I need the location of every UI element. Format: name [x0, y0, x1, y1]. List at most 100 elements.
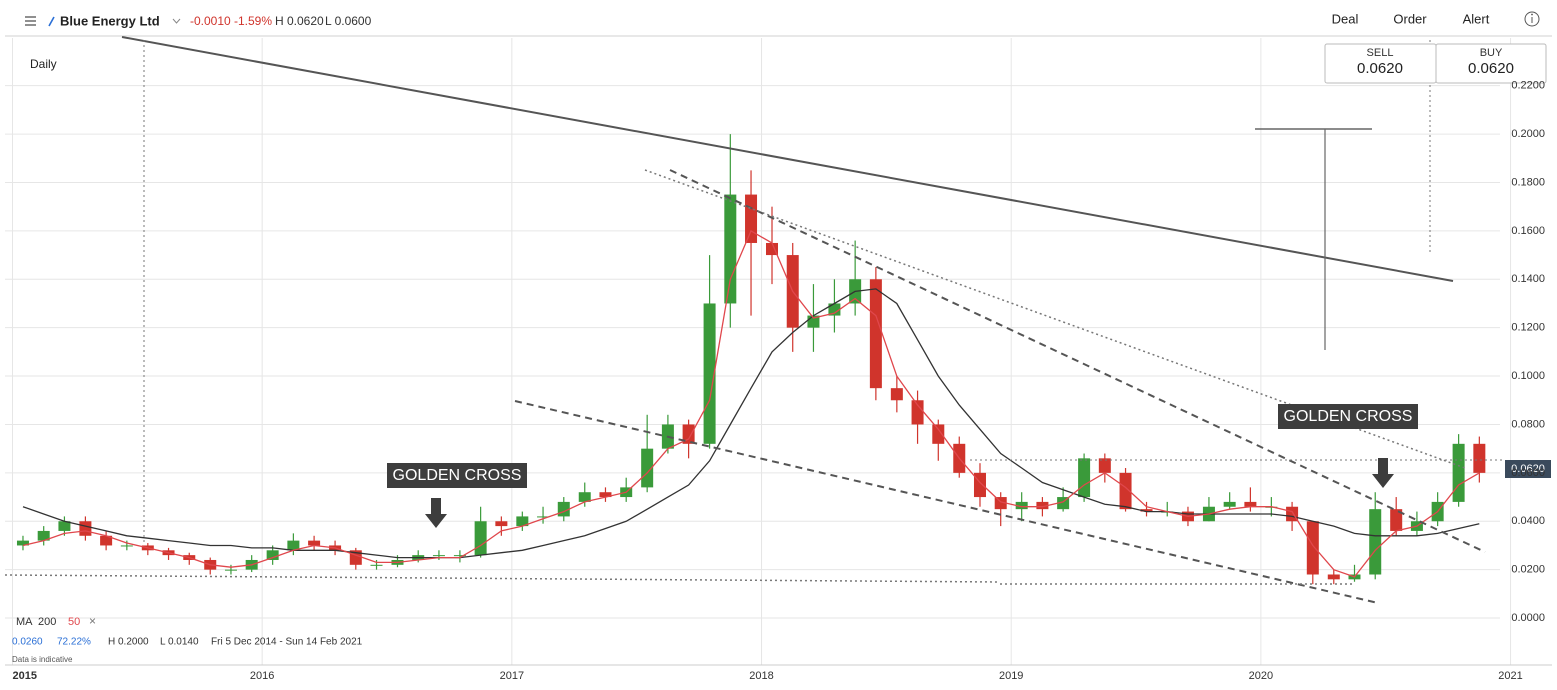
stat-value: 0.0260 [12, 637, 43, 648]
y-tick-label: 0.1000 [1511, 370, 1545, 382]
y-tick-label: 0.1200 [1511, 322, 1545, 334]
edit-icon[interactable] [48, 16, 55, 27]
candle-body [745, 194, 758, 243]
candle-body [287, 540, 300, 551]
moving-average-line [22, 288, 1480, 559]
candle-body [599, 492, 612, 498]
trend-line [644, 169, 1466, 469]
callout-text: GOLDEN CROSS [1284, 408, 1413, 425]
price-change-pct: -1.59% [234, 14, 272, 28]
info-icon[interactable] [1524, 11, 1540, 27]
y-tick-label: 0.0600 [1511, 467, 1545, 479]
candle-body [1452, 443, 1465, 502]
session-low: L 0.0600 [325, 14, 372, 28]
stat-low: L 0.0140 [160, 637, 199, 648]
drawings [4, 36, 1505, 604]
candle-body [1473, 443, 1486, 473]
candle-body [1306, 521, 1319, 575]
candle-body [1223, 501, 1236, 507]
callout-box [1278, 404, 1418, 429]
dropdown-icon[interactable] [172, 18, 181, 24]
candle-body [1119, 472, 1132, 510]
y-tick-label: 0.0000 [1511, 612, 1545, 624]
candle-body [869, 279, 882, 389]
candle-body [911, 400, 924, 425]
trend-line [669, 169, 1486, 553]
candle-body [641, 448, 654, 488]
y-tick-label: 0.2000 [1511, 128, 1545, 140]
candle-body [1015, 501, 1028, 510]
candle-body [1140, 509, 1153, 512]
candle-body [973, 472, 986, 498]
y-tick-label: 0.2200 [1511, 80, 1545, 92]
candle-body [495, 521, 508, 527]
x-tick-label: 2015 [12, 670, 36, 682]
ma-label: 200 [38, 616, 56, 628]
candle-body [308, 540, 321, 546]
candle-body [474, 521, 487, 556]
candle-body [537, 516, 550, 518]
candle-body [516, 516, 529, 527]
alert-button[interactable]: Alert [1463, 11, 1490, 26]
candle-body [932, 424, 945, 444]
interval-label[interactable]: Daily [30, 57, 57, 71]
y-tick-label: 0.0200 [1511, 564, 1545, 576]
x-tick-label: 2021 [1498, 670, 1522, 682]
last-price-tag [1505, 460, 1551, 478]
buy-button[interactable] [1435, 43, 1547, 84]
date-range: Fri 5 Dec 2014 - Sun 14 Feb 2021 [211, 637, 363, 648]
candle-body [724, 194, 737, 304]
support-line [4, 574, 1001, 583]
y-tick-label: 0.0800 [1511, 418, 1545, 430]
ma-label: 50 [68, 616, 80, 628]
candle-body [58, 521, 71, 531]
x-tick-label: 2020 [1249, 670, 1273, 682]
trend-line [121, 36, 1454, 282]
sell-label: SELL [1367, 47, 1394, 59]
buy-label: BUY [1480, 47, 1503, 59]
candle-body [120, 545, 133, 547]
x-tick-label: 2018 [749, 670, 773, 682]
candle-body [100, 535, 113, 546]
callout-arrow [1372, 458, 1394, 488]
price-change: -0.0010 [190, 14, 231, 28]
candle-body [16, 540, 29, 546]
plot-area [5, 38, 1512, 665]
menu-icon[interactable] [25, 16, 36, 26]
candle-body [828, 303, 841, 316]
x-tick-label: 2016 [250, 670, 274, 682]
disclaimer: Data is indicative [12, 655, 73, 664]
callout-text: GOLDEN CROSS [393, 467, 522, 484]
candle-body [703, 303, 716, 444]
candle-body [1390, 509, 1403, 531]
candle-body [766, 242, 779, 256]
candle-body [37, 530, 50, 541]
candle-body [1244, 501, 1257, 507]
sell-price: 0.0620 [1357, 60, 1403, 77]
candle-body [682, 424, 695, 444]
trend-line [514, 400, 1379, 604]
candle-body [370, 564, 383, 566]
last-price-label: 0.0620 [1511, 463, 1545, 475]
y-tick-label: 0.0400 [1511, 515, 1545, 527]
remove-indicator[interactable]: × [89, 614, 96, 628]
candle-body [453, 555, 466, 557]
y-tick-label: 0.1400 [1511, 273, 1545, 285]
x-tick-label: 2019 [999, 670, 1023, 682]
candle-body [432, 555, 445, 557]
buy-price: 0.0620 [1468, 60, 1514, 77]
session-high: H 0.0620 [275, 14, 324, 28]
stat-high: H 0.2000 [108, 637, 149, 648]
candle-body [1098, 458, 1111, 473]
stat-pct: 72.22% [57, 637, 91, 648]
order-button[interactable]: Order [1393, 11, 1427, 26]
candle-body [1078, 458, 1091, 498]
deal-button[interactable]: Deal [1332, 11, 1359, 26]
candle-body [578, 492, 591, 502]
y-tick-label: 0.1600 [1511, 225, 1545, 237]
callout-arrow [425, 498, 447, 528]
instrument-name[interactable]: Blue Energy Ltd [60, 13, 160, 28]
y-tick-label: 0.1800 [1511, 176, 1545, 188]
